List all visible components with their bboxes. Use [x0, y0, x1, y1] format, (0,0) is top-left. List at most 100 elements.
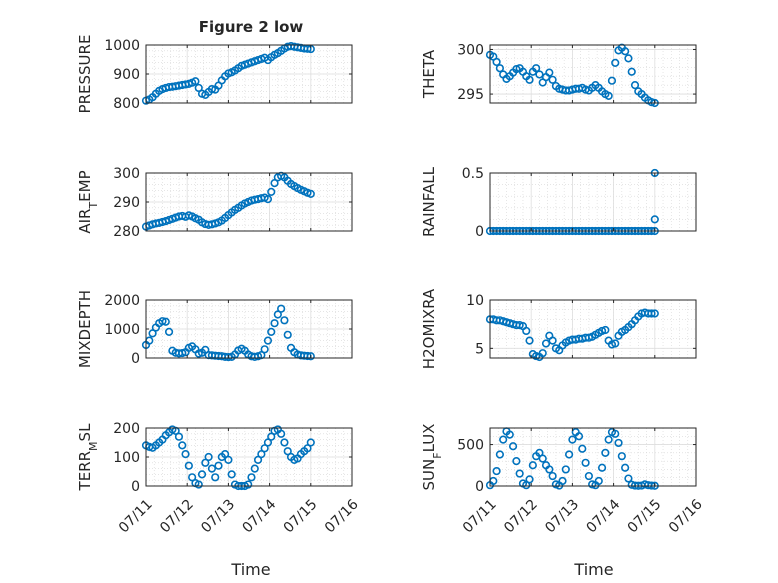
data-point	[561, 465, 570, 474]
axes-frame	[489, 427, 697, 487]
data-point	[545, 465, 554, 474]
subplot-sun-flux: 0 500 07/11 07/12 07/13 07/14 07/15 07/16 SUNFLU…	[420, 424, 706, 537]
subplot-terr-msl: 0 100 200 07/11 07/12 07/13 07/14 07/15 07/16 TER…	[76, 421, 362, 536]
x-tick-label: 07/11	[116, 496, 156, 536]
data-point	[581, 458, 590, 467]
data-point	[247, 473, 256, 482]
y-axis-label-terr-msl: TERRMSL	[76, 423, 100, 492]
data-point	[597, 463, 607, 472]
data-point	[277, 304, 286, 313]
data-point	[541, 339, 551, 348]
y-tick-label: 1000	[104, 322, 140, 338]
x-tick-label: 07/13	[198, 496, 238, 536]
data-point	[525, 475, 534, 484]
data-point	[306, 189, 315, 198]
data-point	[607, 76, 617, 85]
data-point	[525, 75, 534, 84]
data-point	[204, 452, 213, 462]
data-point	[178, 441, 187, 450]
y-tick-label: 500	[457, 438, 484, 454]
data-point	[515, 469, 524, 478]
data-point	[214, 461, 223, 470]
data-point	[522, 481, 531, 490]
y-axis-label-theta: THETA	[420, 49, 438, 99]
data-point	[221, 450, 230, 459]
data-point	[535, 448, 544, 457]
data-point	[611, 429, 620, 438]
data-point	[201, 458, 210, 467]
data-point	[267, 432, 276, 441]
y-axis-label-h2omixra: H2OMIXRA	[420, 288, 438, 369]
data-point	[267, 187, 276, 196]
data-point	[647, 309, 656, 318]
data-point	[522, 326, 531, 336]
data-point	[621, 47, 630, 56]
y-tick-label: 300	[457, 42, 484, 58]
x-axis-label-right: Time	[573, 560, 613, 579]
data-point	[548, 336, 557, 345]
data-point	[601, 448, 610, 457]
data-point	[505, 430, 514, 439]
data-point	[158, 317, 167, 326]
data-point	[306, 438, 315, 447]
data-point	[280, 438, 289, 447]
data-point	[525, 336, 534, 345]
y-tick-label: 900	[113, 67, 140, 83]
data-point	[273, 310, 282, 319]
y-tick-label: 0	[475, 224, 484, 240]
x-tick-label: 07/13	[542, 496, 582, 536]
y-tick-label: 290	[113, 195, 140, 211]
data-point	[197, 470, 207, 479]
data-point	[611, 58, 620, 67]
subplot-rainfall: 0 0.5 RAINFALL	[420, 166, 697, 240]
data-point	[211, 473, 220, 482]
data-point	[283, 330, 292, 339]
data-point	[621, 463, 630, 472]
data-point	[207, 84, 217, 94]
subplot-mixdepth: 0 1000 2000 MIXDEPTH	[76, 290, 353, 368]
subplot-air-temp: 280 290 300 AIRTEMP	[76, 166, 353, 240]
x-tick-label: 07/12	[157, 496, 197, 536]
data-point	[161, 317, 170, 326]
subplot-theta: 295 300 THETA	[420, 42, 697, 108]
data-point	[148, 329, 157, 338]
data-point	[260, 444, 269, 453]
data-point	[184, 461, 193, 470]
data-point	[260, 345, 269, 354]
y-tick-label: 0	[475, 479, 484, 495]
axes-frame	[489, 44, 697, 104]
data-point	[250, 464, 259, 473]
plot-area	[490, 173, 696, 231]
data-point	[627, 67, 636, 76]
data-point	[535, 70, 544, 79]
data-point	[584, 471, 593, 481]
x-tick-label: 07/11	[460, 496, 500, 536]
data-point	[194, 480, 203, 489]
data-point	[611, 339, 620, 348]
data-point	[224, 353, 233, 362]
y-tick-label: 800	[113, 96, 140, 112]
data-point	[224, 455, 233, 465]
data-point	[263, 438, 273, 447]
x-axis-label-left: Time	[230, 560, 270, 579]
data-point	[188, 473, 197, 482]
data-point	[548, 75, 557, 84]
data-point	[270, 319, 279, 328]
data-point	[492, 57, 501, 67]
data-point	[528, 461, 537, 470]
data-point	[568, 435, 577, 444]
data-point	[588, 480, 597, 489]
data-point	[244, 480, 253, 489]
y-axis-label-mixdepth: MIXDEPTH	[76, 290, 94, 368]
data-point	[270, 179, 279, 188]
data-point	[594, 476, 603, 486]
plot-area	[490, 428, 696, 486]
x-tick-label: 07/15	[281, 496, 321, 536]
data-point	[499, 435, 508, 444]
data-point	[280, 316, 289, 325]
data-point	[558, 476, 567, 486]
data-point	[565, 450, 574, 459]
data-point	[277, 429, 286, 438]
data-point	[495, 450, 504, 459]
